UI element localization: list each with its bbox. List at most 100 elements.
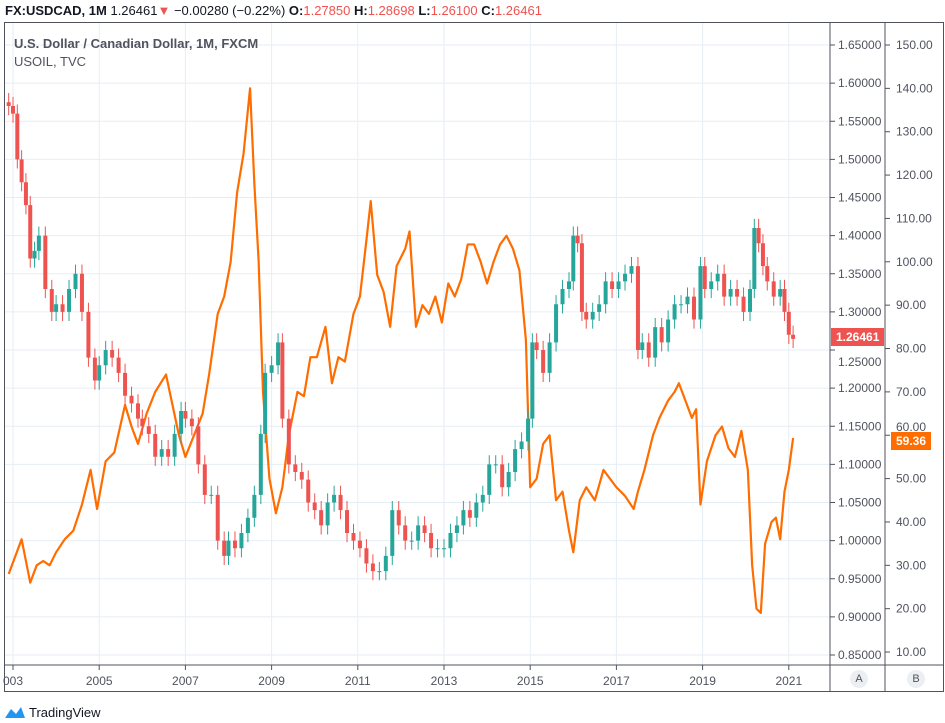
candle-body <box>672 304 677 320</box>
time-axis-label: 2009 <box>258 674 285 688</box>
usoil-line <box>7 87 795 615</box>
candle-body <box>325 502 330 526</box>
candle-body <box>28 205 33 259</box>
right-axis-label: 150.00 <box>896 38 933 52</box>
candle-body <box>429 533 434 549</box>
candle-body <box>579 243 584 312</box>
left-axis-label: 1.25000 <box>838 355 882 369</box>
candle-body <box>49 289 54 312</box>
candle-body <box>332 494 337 503</box>
candle-body <box>778 289 783 297</box>
candle-body <box>765 266 770 282</box>
candle-body <box>534 342 539 350</box>
candle-body <box>276 342 281 366</box>
candle-body <box>146 426 151 434</box>
auto-scale-button[interactable]: A <box>850 670 868 688</box>
candle-body <box>771 281 776 297</box>
candle-body <box>159 449 164 457</box>
last-price: 1.26461 <box>110 3 158 18</box>
candle-body <box>530 342 535 419</box>
close-label: C: <box>481 3 495 18</box>
candle-body <box>36 235 41 251</box>
candle-body <box>6 102 11 106</box>
candle-body <box>493 464 498 466</box>
candle-body <box>506 472 511 488</box>
candle-body <box>541 350 546 373</box>
left-axis-label: 1.40000 <box>838 229 882 243</box>
left-axis-label: 1.30000 <box>838 305 882 319</box>
candle-body <box>153 433 158 457</box>
candle-body <box>646 342 651 358</box>
left-axis-label: 0.90000 <box>838 610 882 624</box>
main-series-legend[interactable]: U.S. Dollar / Canadian Dollar, 1M, FXCM <box>14 36 259 51</box>
candle-body <box>222 540 227 556</box>
left-axis-label: 1.20000 <box>838 381 882 395</box>
candle-body <box>129 395 134 404</box>
candle-body <box>679 304 684 306</box>
candle-body <box>526 418 531 442</box>
candle-body <box>666 319 671 343</box>
right-axis-label: 110.00 <box>896 211 932 225</box>
down-arrow-icon: ▼ <box>157 3 171 18</box>
left-axis-label: 1.60000 <box>838 76 882 90</box>
right-axis-label: 90.00 <box>896 298 926 312</box>
candle-body <box>782 289 787 312</box>
candle-body <box>409 540 414 542</box>
time-axis-label: 2013 <box>431 674 458 688</box>
candle-body <box>474 502 479 518</box>
candle-body <box>571 235 576 282</box>
candle-body <box>575 235 580 244</box>
left-axis-label: 1.10000 <box>838 457 882 471</box>
candle-body <box>461 510 466 526</box>
candle-body <box>232 540 237 549</box>
chart-frame[interactable] <box>4 22 944 692</box>
candle-body <box>685 296 690 305</box>
open-value: 1.27850 <box>303 3 351 18</box>
candle-body <box>748 289 753 312</box>
time-axis-label: 2015 <box>517 674 544 688</box>
candle-body <box>312 502 317 511</box>
candle-body <box>422 525 427 533</box>
candle-body <box>480 494 485 503</box>
low-label: L: <box>418 3 431 18</box>
high-label: H: <box>353 3 368 18</box>
candle-body <box>722 273 727 297</box>
candle-body <box>442 548 446 550</box>
tradingview-logo[interactable]: TradingView <box>4 704 101 720</box>
high-value: 1.28698 <box>367 3 415 18</box>
candle-body <box>448 533 453 549</box>
candle-body <box>603 281 608 305</box>
symbol-name[interactable]: FX:USDCAD, 1M <box>5 3 107 18</box>
candle-body <box>202 464 207 495</box>
candle-body <box>103 350 108 366</box>
left-axis-label: 1.65000 <box>838 38 882 52</box>
time-axis-label: 2019 <box>689 674 716 688</box>
right-axis-label: 60.00 <box>896 420 926 434</box>
candle-body <box>403 525 408 541</box>
candle-body <box>715 273 720 282</box>
candle-body <box>43 235 48 289</box>
candle-body <box>597 304 602 312</box>
overlay-series-legend[interactable]: USOIL, TVC <box>14 54 87 69</box>
candle-body <box>786 311 791 335</box>
scale-b-button[interactable]: B <box>907 670 925 688</box>
candle-body <box>357 540 362 549</box>
candle-body <box>396 510 401 526</box>
candle-body <box>519 441 524 450</box>
candle-body <box>728 289 733 297</box>
left-axis-label: 0.95000 <box>838 572 882 586</box>
candle-body <box>110 350 115 358</box>
candle-body <box>166 449 171 457</box>
left-axis-label: 0.85000 <box>838 648 882 662</box>
candle-body <box>702 266 707 289</box>
candle-body <box>584 311 589 320</box>
candle-body <box>263 372 268 434</box>
right-axis-label: 120.00 <box>896 168 933 182</box>
candle-body <box>554 304 559 343</box>
right-axis-label: 100.00 <box>896 255 933 269</box>
candle-body <box>416 525 421 541</box>
candle-body <box>698 266 703 320</box>
candle-body <box>183 411 188 419</box>
candle-body <box>351 533 356 541</box>
